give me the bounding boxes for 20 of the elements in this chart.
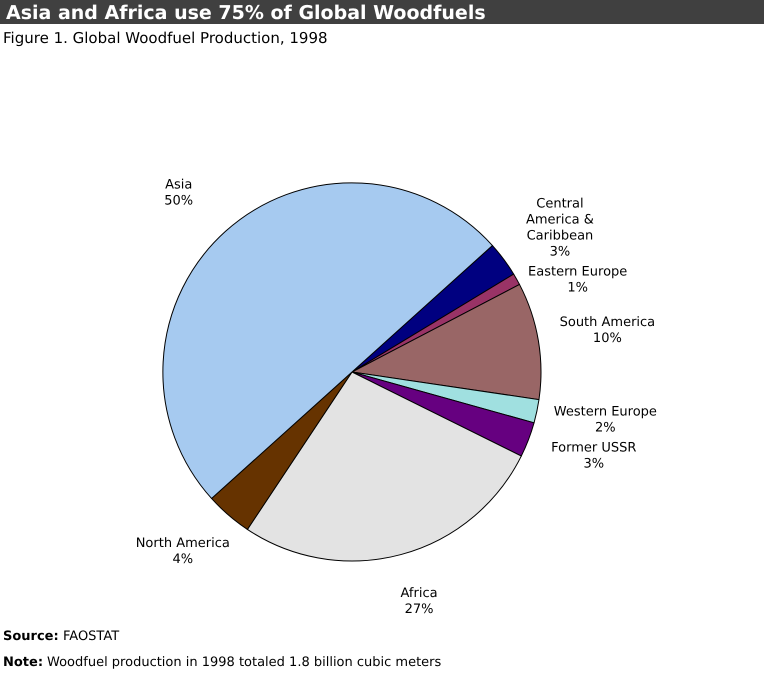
slice-label: Western Europe [554,404,657,420]
slice-label: Central America & Caribbean [526,196,594,244]
data-label: 4% [172,552,194,567]
slice-label: Africa [400,586,438,601]
chart-title: Asia and Africa use 75% of Global Woodfuels [6,2,486,24]
slice-label: Eastern Europe [528,264,628,280]
data-label: 1% [567,280,588,296]
source-note: Source: FAOSTAT [3,629,120,644]
data-label: 27% [404,602,434,617]
data-label: 3% [550,244,570,260]
data-label: 2% [595,420,616,436]
data-label: 10% [592,331,622,346]
data-label: 3% [583,456,604,472]
data-label: 50% [164,193,194,208]
text: Note: Woodfuel production in 1998 totaled 1.8 billion cubic meters [3,655,442,670]
slice-label: Asia [165,177,192,192]
chart-subtitle: Figure 1. Global Woodfuel Production, 1998 [3,29,328,47]
slice-label: South America [560,315,656,330]
slice-label: North America [136,536,230,551]
slice-label: Former USSR [551,440,636,456]
